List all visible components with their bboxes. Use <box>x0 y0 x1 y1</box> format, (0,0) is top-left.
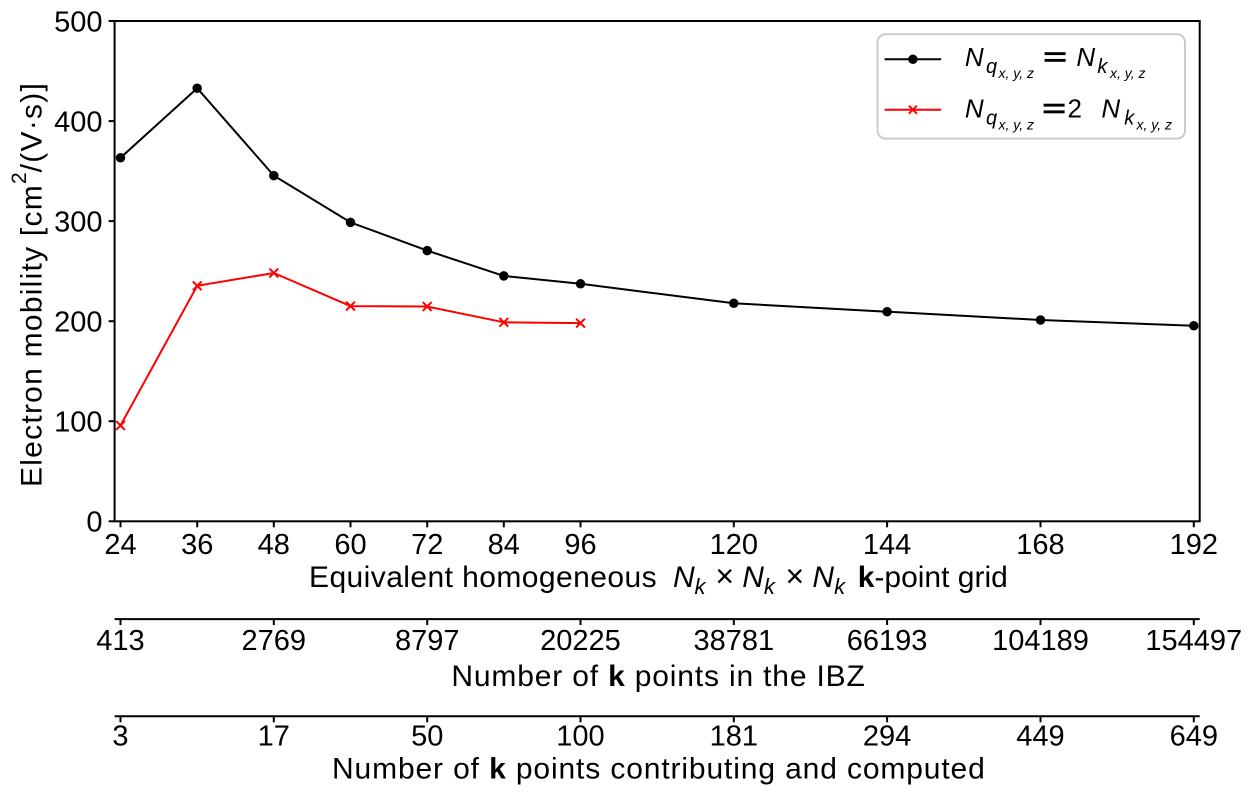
svg-text:104189: 104189 <box>992 625 1089 657</box>
svg-text:60: 60 <box>334 529 366 561</box>
svg-text:N: N <box>812 561 834 594</box>
svg-text:2769: 2769 <box>242 625 307 657</box>
svg-text:300: 300 <box>54 207 102 239</box>
svg-text:Equivalent homogeneous: Equivalent homogeneous <box>309 561 657 594</box>
svg-text:x, y, z: x, y, z <box>998 117 1035 133</box>
svg-text:N: N <box>965 94 984 124</box>
svg-text:-point grid: -point grid <box>874 561 1007 594</box>
svg-text:Electron mobility [cm2/(V·s)]: Electron mobility [cm2/(V·s)] <box>8 82 49 487</box>
svg-text:k: k <box>764 574 776 599</box>
svg-text:192: 192 <box>1170 529 1218 561</box>
svg-text:N: N <box>965 42 984 72</box>
svg-text:24: 24 <box>104 529 136 561</box>
svg-text:3: 3 <box>112 721 128 753</box>
svg-text:38781: 38781 <box>693 625 774 657</box>
svg-text:k: k <box>695 574 707 599</box>
svg-text:120: 120 <box>710 529 758 561</box>
svg-text:k: k <box>1124 108 1135 130</box>
svg-text:413: 413 <box>96 625 144 657</box>
svg-text:x, y, z: x, y, z <box>1136 117 1173 133</box>
svg-text:Number of k points contributin: Number of k points contributing and comp… <box>332 753 986 786</box>
svg-text:168: 168 <box>1016 529 1064 561</box>
svg-text:36: 36 <box>181 529 213 561</box>
svg-text:20225: 20225 <box>540 625 621 657</box>
svg-text:N: N <box>742 561 764 594</box>
svg-text:N: N <box>1076 42 1095 72</box>
svg-text:k: k <box>1097 56 1108 78</box>
svg-text:8797: 8797 <box>395 625 460 657</box>
svg-text:N: N <box>1101 94 1120 124</box>
svg-text:2: 2 <box>1068 94 1082 124</box>
svg-text:17: 17 <box>258 721 290 753</box>
svg-text:q: q <box>986 56 997 78</box>
svg-text:294: 294 <box>863 721 911 753</box>
svg-text:449: 449 <box>1016 721 1064 753</box>
svg-text:100: 100 <box>556 721 604 753</box>
svg-text:48: 48 <box>258 529 290 561</box>
svg-text:0: 0 <box>86 507 102 539</box>
svg-text:181: 181 <box>710 721 758 753</box>
svg-text:×: × <box>785 558 804 594</box>
svg-text:k: k <box>834 574 846 599</box>
svg-text:72: 72 <box>411 529 443 561</box>
svg-text:144: 144 <box>863 529 911 561</box>
svg-text:400: 400 <box>54 107 102 139</box>
svg-text:k: k <box>858 561 875 594</box>
svg-text:Number of k points in the IBZ: Number of k points in the IBZ <box>451 660 865 693</box>
svg-text:x, y, z: x, y, z <box>998 65 1035 81</box>
svg-text:84: 84 <box>488 529 520 561</box>
svg-text:x, y, z: x, y, z <box>1109 65 1146 81</box>
svg-text:154497: 154497 <box>1145 625 1242 657</box>
svg-text:200: 200 <box>54 307 102 339</box>
svg-text:96: 96 <box>564 529 596 561</box>
svg-text:66193: 66193 <box>847 625 928 657</box>
svg-text:649: 649 <box>1170 721 1218 753</box>
svg-text:q: q <box>986 108 997 130</box>
svg-text:×: × <box>715 558 734 594</box>
svg-text:50: 50 <box>411 721 443 753</box>
svg-text:100: 100 <box>54 407 102 439</box>
svg-text:N: N <box>673 561 695 594</box>
svg-text:500: 500 <box>54 6 102 38</box>
